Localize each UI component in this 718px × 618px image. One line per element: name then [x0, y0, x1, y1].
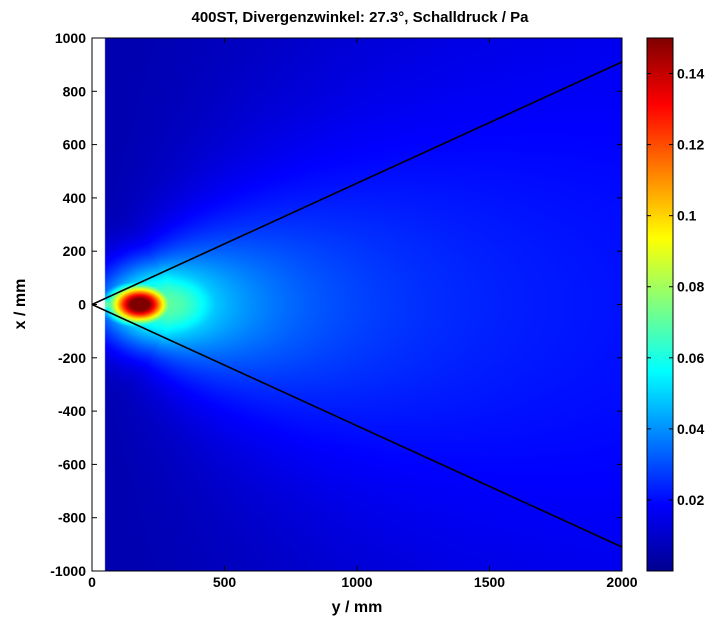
colorbar-tick-label: 0.04	[677, 421, 704, 437]
y-tick-label: 1000	[55, 30, 86, 46]
y-tick-label: -1000	[50, 563, 86, 579]
colorbar-tick-label: 0.12	[677, 137, 704, 153]
chart-title: 400ST, Divergenzwinkel: 27.3°, Schalldru…	[192, 9, 530, 26]
x-tick-label: 0	[88, 574, 96, 590]
x-axis: 0 500 1000 1500 2000	[88, 38, 638, 590]
y-tick-label: 800	[63, 83, 87, 99]
x-tick-label: 1500	[474, 574, 505, 590]
x-tick-label: 500	[213, 574, 237, 590]
x-tick-label: 1000	[341, 574, 372, 590]
colorbar	[646, 37, 674, 572]
colorbar-tick-label: 0.08	[677, 279, 704, 295]
heatmap-image	[92, 38, 622, 571]
y-axis: -1000 -800 -600 -400 -200 0 200 400 600 800 1000	[50, 30, 622, 579]
x-tick-label: 2000	[606, 574, 637, 590]
y-tick-label: 600	[63, 137, 87, 153]
divergence-lines	[92, 61, 622, 548]
y-tick-label: -400	[58, 403, 86, 419]
y-tick-label: -600	[58, 456, 86, 472]
divergence-line-lower	[92, 303, 622, 548]
y-tick-label: 0	[78, 297, 86, 313]
y-tick-label: -800	[58, 510, 86, 526]
x-axis-label: y / mm	[332, 599, 383, 616]
divergence-line-upper	[92, 61, 622, 306]
y-tick-label: -200	[58, 350, 86, 366]
colorbar-axis: 0.02 0.04 0.06 0.08 0.1 0.12 0.14	[647, 66, 704, 508]
colorbar-tick-label: 0.14	[677, 66, 704, 82]
y-tick-label: 400	[63, 190, 87, 206]
y-tick-label: 200	[63, 243, 87, 259]
colorbar-tick-label: 0.1	[677, 208, 697, 224]
colorbar-tick-label: 0.06	[677, 350, 704, 366]
colorbar-tick-label: 0.02	[677, 492, 704, 508]
y-axis-label: x / mm	[12, 279, 29, 330]
